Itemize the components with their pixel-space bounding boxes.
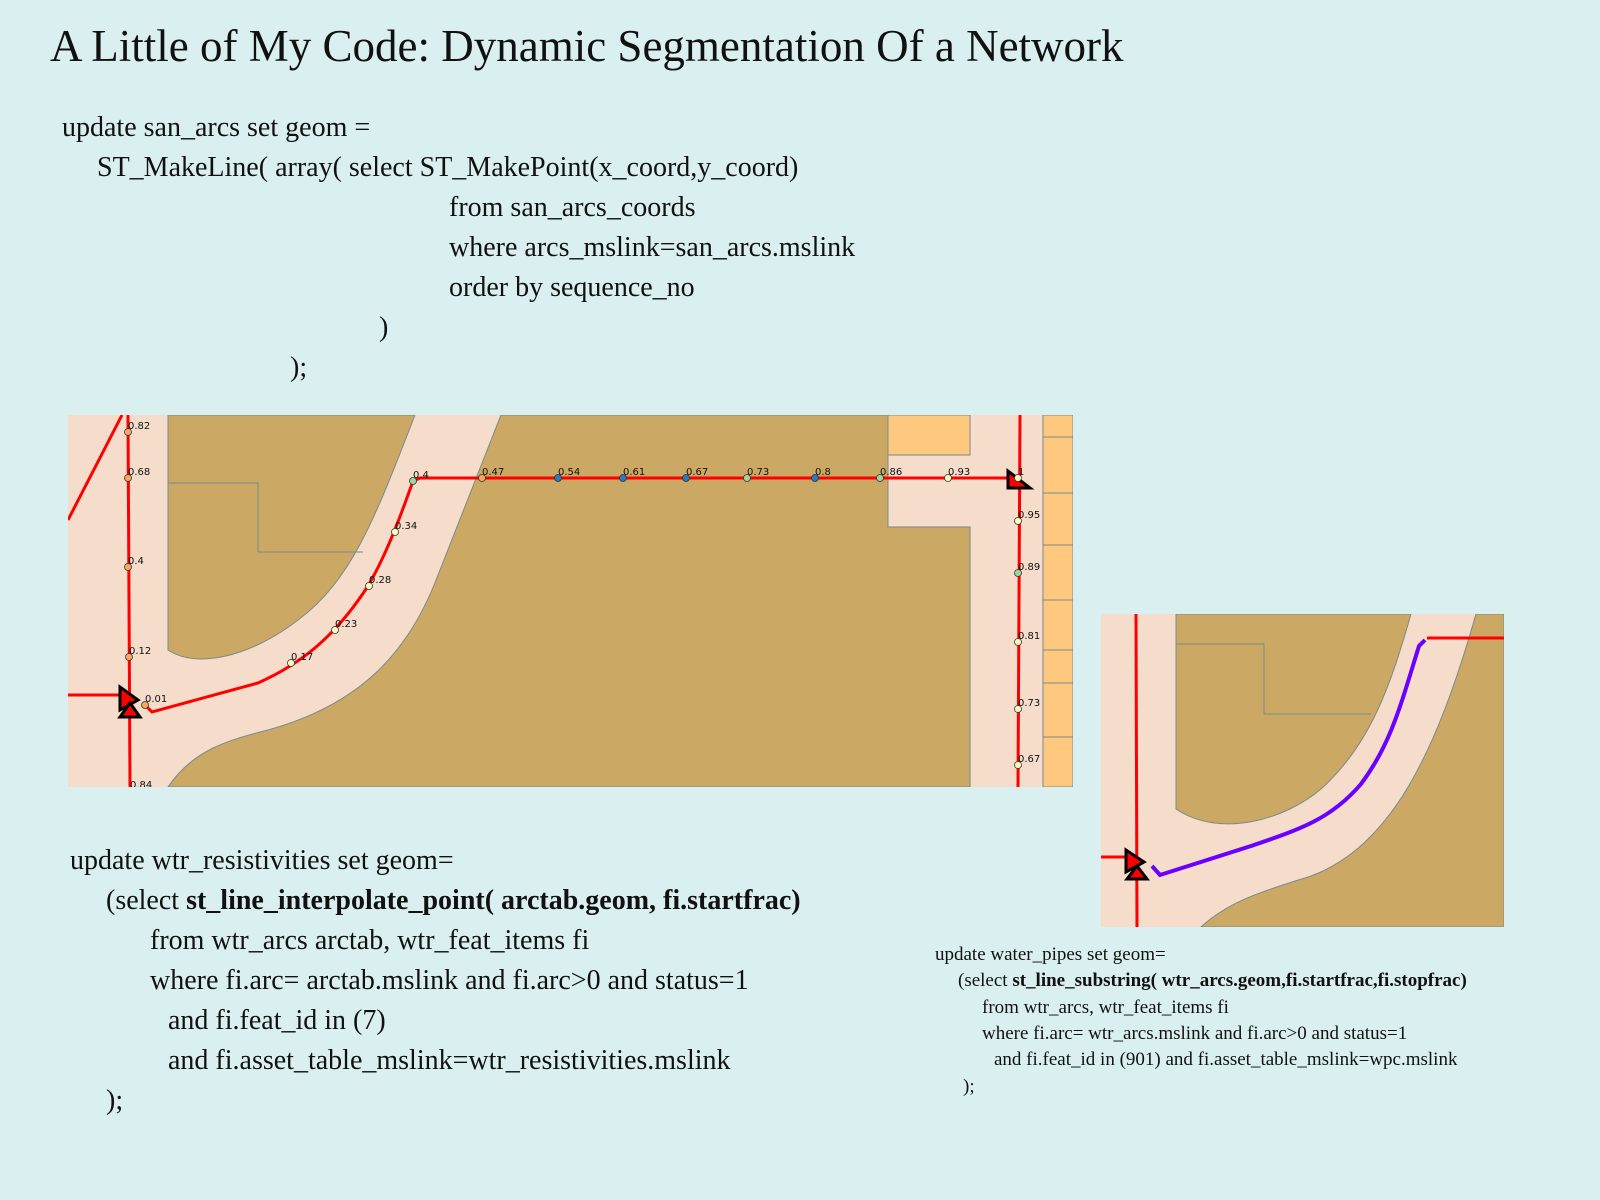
measure-point bbox=[141, 701, 149, 709]
measure-label: 0.28 bbox=[369, 575, 391, 586]
code-line: (select st_line_substring( wtr_arcs.geom… bbox=[958, 970, 1467, 992]
measure-point bbox=[743, 474, 751, 482]
parcel bbox=[1175, 614, 1412, 825]
measure-point bbox=[1014, 569, 1022, 577]
measure-point bbox=[1014, 474, 1022, 482]
measure-point bbox=[365, 582, 373, 590]
code-line: update wtr_resistivities set geom= bbox=[70, 845, 454, 876]
code-line: from wtr_arcs, wtr_feat_items fi bbox=[982, 997, 1229, 1018]
measure-point bbox=[811, 474, 819, 482]
measure-label: 0.8 bbox=[815, 467, 831, 478]
measure-label: 0.4 bbox=[413, 470, 429, 481]
measure-point bbox=[124, 474, 132, 482]
code-line: ); bbox=[290, 352, 308, 383]
code-line: and fi.feat_id in (901) and fi.asset_tab… bbox=[994, 1049, 1458, 1070]
measure-label: 0.67 bbox=[686, 467, 708, 478]
code-function: st_line_substring( wtr_arcs.geom,fi.star… bbox=[1012, 970, 1467, 991]
code-line: ST_MakeLine( array( select ST_MakePoint(… bbox=[97, 152, 799, 183]
measure-label: 0.54 bbox=[558, 467, 580, 478]
parcel-highlight bbox=[1042, 415, 1073, 787]
code-line: where arcs_mslink=san_arcs.mslink bbox=[449, 232, 856, 263]
code-line: where fi.arc= arctab.mslink and fi.arc>0… bbox=[150, 965, 749, 996]
network-map-main: 0.82 0.68 0.4 0.12 0.01 0.84 0.17 0.23 0.28 0.34 0… bbox=[68, 415, 1073, 787]
measure-label: 0.81 bbox=[1018, 631, 1040, 642]
code-line: and fi.feat_id in (7) bbox=[168, 1005, 386, 1036]
node-symbol bbox=[1123, 847, 1151, 881]
measure-point bbox=[1014, 517, 1022, 525]
measure-label: 0.73 bbox=[1018, 698, 1040, 709]
measure-point bbox=[619, 474, 627, 482]
measure-point bbox=[944, 474, 952, 482]
measure-label: 0.93 bbox=[948, 467, 970, 478]
code-line: order by sequence_no bbox=[449, 272, 695, 303]
parcel bbox=[1200, 614, 1504, 927]
code-text: (select bbox=[106, 885, 187, 916]
parcel bbox=[167, 415, 971, 787]
measure-point bbox=[287, 659, 295, 667]
measure-point bbox=[125, 653, 133, 661]
measure-point bbox=[478, 474, 486, 482]
measure-label: 0.12 bbox=[129, 646, 151, 657]
measure-label: 0.4 bbox=[128, 556, 144, 567]
parcel-highlight bbox=[887, 415, 971, 456]
measure-point bbox=[1014, 761, 1022, 769]
measure-point bbox=[391, 528, 399, 536]
measure-point bbox=[409, 477, 417, 485]
measure-label: 1 bbox=[1018, 467, 1024, 478]
measure-point bbox=[124, 563, 132, 571]
measure-label: 0.34 bbox=[395, 521, 417, 532]
code-line: from san_arcs_coords bbox=[449, 192, 696, 223]
measure-label: 0.61 bbox=[623, 467, 645, 478]
measure-label: 0.47 bbox=[482, 467, 504, 478]
code-line: ); bbox=[106, 1085, 124, 1116]
measure-label: 0.01 bbox=[145, 694, 167, 705]
measure-label: 0.73 bbox=[747, 467, 769, 478]
measure-label: 0.67 bbox=[1018, 754, 1040, 765]
code-line: ); bbox=[963, 1076, 975, 1097]
measure-point bbox=[554, 474, 562, 482]
measure-label: 0.17 bbox=[291, 652, 313, 663]
segment-line bbox=[1150, 638, 1427, 878]
measure-label: 0.68 bbox=[128, 467, 150, 478]
measure-point bbox=[331, 626, 339, 634]
code-line: update water_pipes set geom= bbox=[935, 944, 1166, 965]
code-text: (select bbox=[958, 970, 1013, 991]
code-line: ) bbox=[379, 312, 389, 343]
code-line: (select st_line_interpolate_point( arcta… bbox=[106, 885, 801, 917]
segment-map-inset bbox=[1101, 614, 1504, 927]
measure-label: 0.95 bbox=[1018, 510, 1040, 521]
measure-label: 0.23 bbox=[335, 619, 357, 630]
measure-label: 0.84 bbox=[130, 780, 152, 787]
measure-point bbox=[124, 428, 132, 436]
measure-label: 0.89 bbox=[1018, 562, 1040, 573]
code-line: from wtr_arcs arctab, wtr_feat_items fi bbox=[150, 925, 590, 956]
slide-title: A Little of My Code: Dynamic Segmentatio… bbox=[50, 21, 1124, 71]
measure-point bbox=[876, 474, 884, 482]
measure-label: 0.86 bbox=[880, 467, 902, 478]
measure-point bbox=[682, 474, 690, 482]
code-function: st_line_interpolate_point( arctab.geom, … bbox=[186, 885, 801, 916]
code-line: and fi.asset_table_mslink=wtr_resistivit… bbox=[168, 1045, 731, 1076]
measure-label: 0.82 bbox=[128, 421, 150, 432]
parcel bbox=[167, 415, 416, 660]
measure-point bbox=[1014, 705, 1022, 713]
code-line: update san_arcs set geom = bbox=[62, 112, 371, 143]
measure-point bbox=[1014, 638, 1022, 646]
code-line: where fi.arc= wtr_arcs.mslink and fi.arc… bbox=[982, 1023, 1408, 1044]
